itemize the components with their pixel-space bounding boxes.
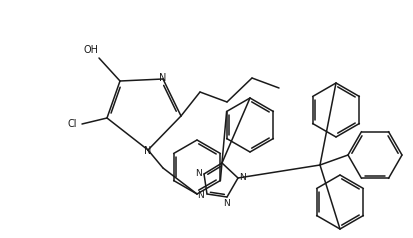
Text: Cl: Cl [67,119,77,129]
Text: N: N [240,174,247,183]
Text: N: N [159,73,167,83]
Text: N: N [198,190,204,199]
Text: N: N [195,169,202,178]
Text: OH: OH [83,45,98,55]
Text: N: N [144,146,152,156]
Text: N: N [223,199,230,208]
